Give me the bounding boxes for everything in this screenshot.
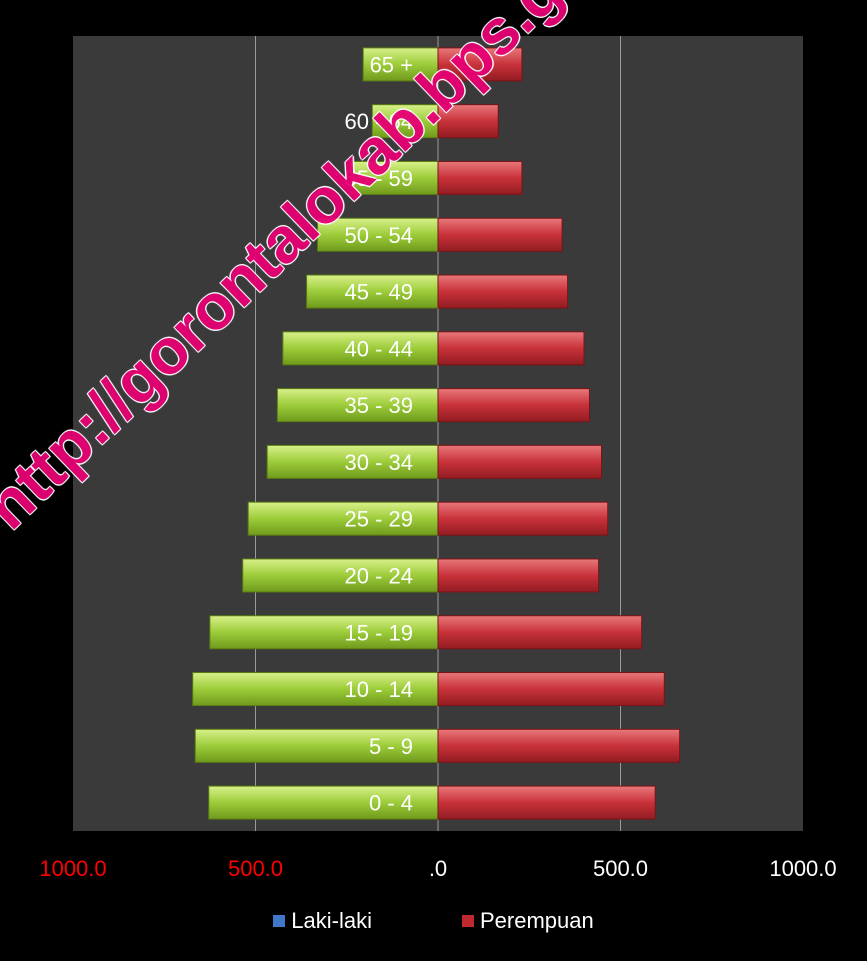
- bar-female-6: [437, 444, 603, 479]
- legend-item-female: Perempuan: [461, 908, 594, 934]
- bar-female-7: [437, 388, 590, 423]
- x-tick-label-0: 1000.0: [39, 856, 106, 881]
- legend-item-male: Laki-laki: [273, 908, 372, 934]
- category-label-13: 65 +: [370, 52, 413, 77]
- bar-female-5: [437, 501, 609, 536]
- bar-male-4: [242, 558, 439, 593]
- bar-female-13: [437, 47, 523, 82]
- x-tick-label-2: .0: [429, 856, 447, 881]
- category-label-8: 40 - 44: [345, 336, 414, 361]
- legend: Laki-laki Perempuan: [0, 908, 867, 934]
- legend-swatch-female: [461, 915, 474, 927]
- bar-female-0: [437, 785, 656, 820]
- bar-male-2: [192, 672, 439, 707]
- bar-female-3: [437, 615, 643, 650]
- category-label-6: 30 - 34: [345, 450, 414, 475]
- category-label-0: 0 - 4: [369, 791, 413, 816]
- category-label-2: 10 - 14: [345, 677, 414, 702]
- legend-label-female: Perempuan: [479, 908, 594, 933]
- category-label-3: 15 - 19: [345, 620, 414, 645]
- population-pyramid-chart: 0 - 4 5 - 9 10 - 14 15 - 19 20 - 24 25 - 29 30…: [39, 36, 837, 881]
- category-label-9: 45 - 49: [345, 280, 414, 305]
- bars: [192, 47, 681, 820]
- bar-female-1: [437, 728, 681, 763]
- category-label-5: 25 - 29: [345, 507, 414, 532]
- category-label-7: 35 - 39: [345, 393, 414, 418]
- x-tick-label-4: 1000.0: [769, 856, 836, 881]
- bar-female-8: [437, 331, 585, 366]
- category-label-10: 50 - 54: [345, 223, 414, 248]
- bar-female-2: [437, 672, 665, 707]
- bar-male-6: [266, 444, 439, 479]
- bar-male-5: [247, 501, 439, 536]
- bar-male-8: [282, 331, 439, 366]
- category-label-4: 20 - 24: [345, 563, 414, 588]
- x-tick-labels: 1000.0 500.0 .0 500.0 1000.0: [39, 856, 836, 881]
- bar-female-11: [437, 160, 523, 195]
- bar-female-9: [437, 274, 569, 309]
- bar-male-3: [209, 615, 439, 650]
- bar-female-10: [437, 217, 563, 252]
- legend-swatch-male: [273, 915, 286, 927]
- category-label-11: 55 - 59: [345, 166, 414, 191]
- bar-male-13: [362, 47, 439, 82]
- x-tick-label-3: 500.0: [593, 856, 648, 881]
- bar-male-0: [208, 785, 439, 820]
- category-label-1: 5 - 9: [369, 734, 413, 759]
- bar-male-10: [317, 217, 439, 252]
- bar-female-4: [437, 558, 600, 593]
- category-label-12: 60 - 64: [345, 109, 414, 134]
- legend-label-male: Laki-laki: [291, 908, 372, 933]
- x-tick-label-1: 500.0: [228, 856, 283, 881]
- category-labels: 0 - 4 5 - 9 10 - 14 15 - 19 20 - 24 25 - 29 30…: [345, 52, 414, 815]
- bar-female-12: [437, 104, 499, 139]
- bar-male-11: [349, 160, 439, 195]
